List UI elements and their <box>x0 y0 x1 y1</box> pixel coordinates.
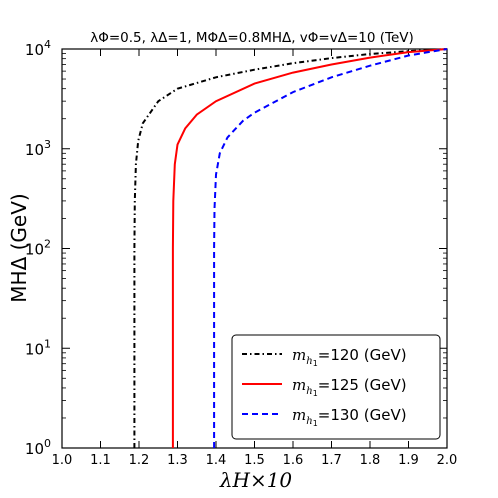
x-tick-label: 1.8 <box>360 453 381 468</box>
legend-label-3: mh1=130 (GeV) <box>292 406 407 428</box>
y-axis-label: MHΔ (GeV) <box>7 193 31 302</box>
x-tick-label: 1.7 <box>321 453 342 468</box>
x-tick-label: 1.4 <box>206 453 227 468</box>
legend-box <box>231 334 441 440</box>
series-line-2 <box>171 48 448 448</box>
x-tick-label: 1.3 <box>167 453 188 468</box>
legend-label-2: mh1=125 (GeV) <box>292 376 407 398</box>
legend-label-1: mh1=120 (GeV) <box>292 346 407 368</box>
x-tick-label: 1.1 <box>90 453 111 468</box>
series-lines <box>133 48 448 448</box>
x-tick-label: 2.0 <box>437 453 458 468</box>
x-tick-label: 1.0 <box>52 453 73 468</box>
series-line-3 <box>213 48 448 448</box>
series-line-1 <box>133 48 448 448</box>
x-tick-label: 1.5 <box>244 453 265 468</box>
x-tick-label: 1.9 <box>398 453 419 468</box>
x-axis-label: λH×10 <box>219 468 293 492</box>
x-tick-label: 1.6 <box>283 453 304 468</box>
x-tick-label: 1.2 <box>129 453 150 468</box>
chart-title: λΦ=0.5, λΔ=1, MΦΔ=0.8MHΔ, vΦ=vΔ=10 (TeV) <box>90 30 414 46</box>
legend: mh1=120 (GeV) mh1=125 (GeV) mh1=130 (GeV) <box>231 334 441 440</box>
x-axis: 1.0 1.1 1.2 1.3 1.4 1.5 1.6 1.7 1.8 1.9 2.0 <box>52 49 458 468</box>
